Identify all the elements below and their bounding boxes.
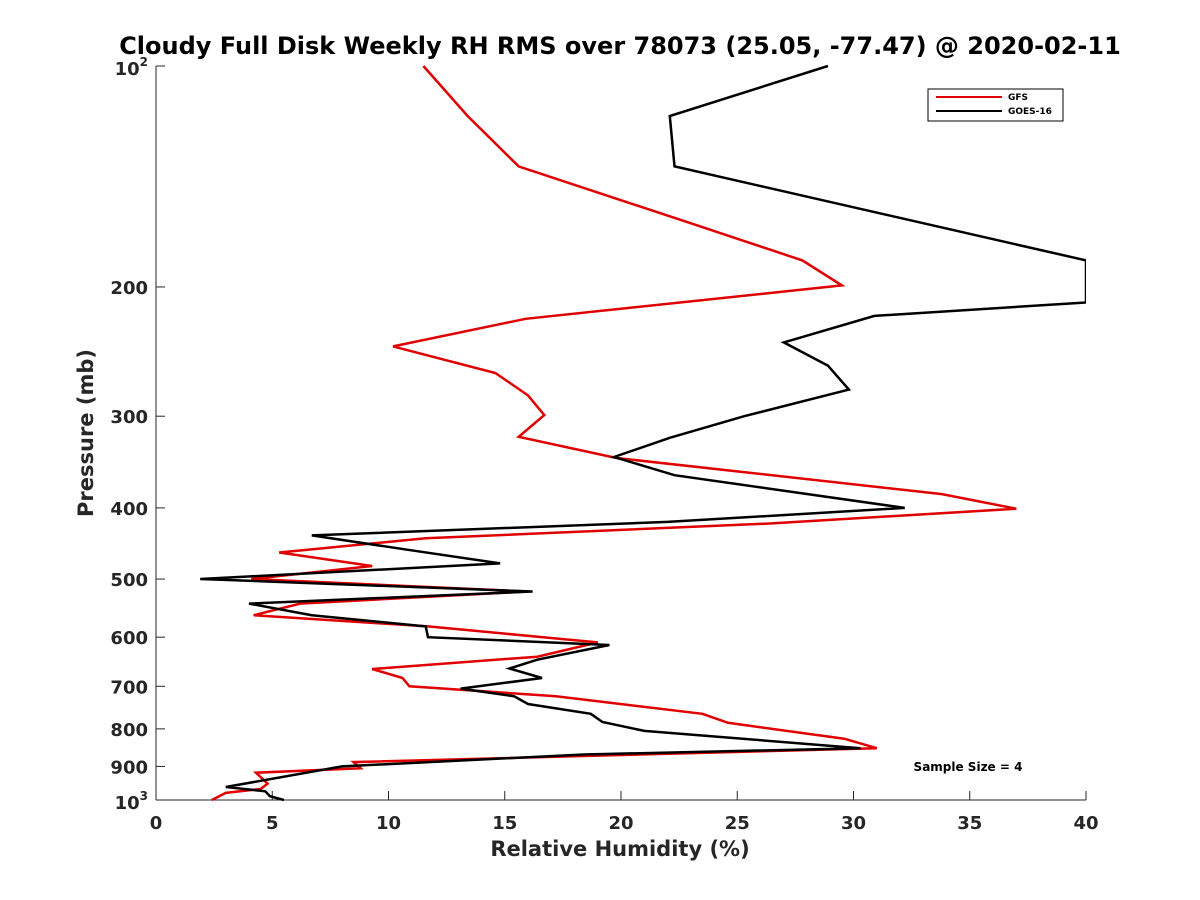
y-tick-label: 800 bbox=[110, 720, 148, 741]
plot-area: 0 5 10 15 20 25 30 35 40 10220030040050060070080… bbox=[110, 55, 1098, 834]
y-tick-label: 600 bbox=[110, 628, 148, 649]
legend-label-gfs: GFS bbox=[1008, 93, 1028, 103]
x-tick-label: 20 bbox=[608, 813, 633, 834]
x-axis-ticks: 0 5 10 15 20 25 30 35 40 bbox=[150, 791, 1099, 834]
y-tick-base: 10 bbox=[115, 59, 140, 80]
x-tick-label: 0 bbox=[150, 813, 163, 834]
legend-label-goes16: GOES-16 bbox=[1008, 107, 1052, 117]
x-tick-label: 15 bbox=[492, 813, 517, 834]
y-tick-label: 900 bbox=[110, 757, 148, 778]
legend: GFS GOES-16 bbox=[928, 89, 1063, 121]
x-tick-label: 25 bbox=[725, 813, 750, 834]
y-tick-label: 103 bbox=[115, 789, 148, 814]
x-axis-label: Relative Humidity (%) bbox=[490, 837, 749, 861]
sample-size-annotation: Sample Size = 4 bbox=[914, 760, 1023, 774]
series-line-goes16 bbox=[200, 66, 1086, 800]
y-axis-label: Pressure (mb) bbox=[74, 349, 98, 517]
rh-profile-chart: Cloudy Full Disk Weekly RH RMS over 7807… bbox=[0, 0, 1200, 900]
y-tick-exponent: 2 bbox=[140, 55, 148, 69]
y-tick-label: 500 bbox=[110, 570, 148, 591]
x-tick-label: 10 bbox=[376, 813, 401, 834]
chart-title: Cloudy Full Disk Weekly RH RMS over 7807… bbox=[119, 32, 1121, 60]
y-tick-label: 300 bbox=[110, 407, 148, 428]
x-tick-label: 40 bbox=[1073, 813, 1098, 834]
y-tick-label: 700 bbox=[110, 677, 148, 698]
y-tick-label: 102 bbox=[115, 55, 148, 80]
x-tick-label: 30 bbox=[841, 813, 866, 834]
y-tick-label: 400 bbox=[110, 499, 148, 520]
y-tick-label: 200 bbox=[110, 278, 148, 299]
series-line-gfs bbox=[212, 66, 1017, 800]
y-tick-exponent: 3 bbox=[140, 789, 148, 803]
series-layer bbox=[200, 66, 1086, 800]
y-tick-base: 10 bbox=[115, 793, 140, 814]
x-tick-label: 35 bbox=[957, 813, 982, 834]
x-tick-label: 5 bbox=[266, 813, 279, 834]
